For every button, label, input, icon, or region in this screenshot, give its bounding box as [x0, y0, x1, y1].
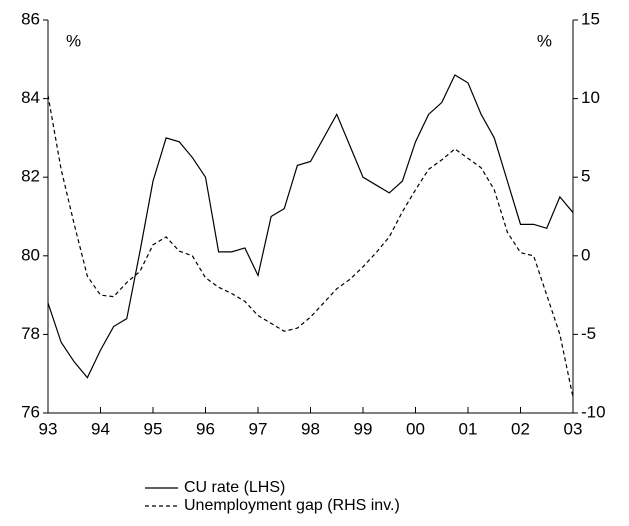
x-tick-label: 95: [144, 419, 163, 438]
y2-tick-label: -5: [581, 324, 596, 343]
x-tick-label: 99: [354, 419, 373, 438]
y2-tick-label: 5: [581, 167, 590, 186]
series-line: [47, 95, 574, 398]
x-tick-label: 96: [196, 419, 215, 438]
series-line: [47, 74, 574, 379]
legend-label: Unemployment gap (RHS inv.): [184, 497, 400, 514]
y-tick-label: 80: [21, 245, 40, 264]
y2-unit-label: %: [537, 31, 552, 50]
x-tick-label: 00: [406, 419, 425, 438]
y-tick-label: 82: [21, 167, 40, 186]
x-tick-label: 97: [249, 419, 268, 438]
y-tick-label: 78: [21, 324, 40, 343]
x-tick-label: 93: [39, 419, 58, 438]
x-tick-label: 94: [91, 419, 110, 438]
x-tick-label: 03: [564, 419, 583, 438]
legend-label: CU rate (LHS): [184, 479, 285, 496]
y2-tick-label: -10: [581, 402, 606, 421]
legend: CU rate (LHS)Unemployment gap (RHS inv.): [145, 479, 400, 514]
y2-tick-label: 10: [581, 88, 600, 107]
y2-tick-label: 15: [581, 9, 600, 28]
y-tick-label: 76: [21, 402, 40, 421]
y2-tick-label: 0: [581, 245, 590, 264]
y-unit-label: %: [66, 31, 81, 50]
y-tick-label: 86: [21, 9, 40, 28]
x-tick-label: 01: [459, 419, 478, 438]
y-tick-label: 84: [21, 88, 40, 107]
x-tick-label: 98: [301, 419, 320, 438]
x-tick-label: 02: [511, 419, 530, 438]
